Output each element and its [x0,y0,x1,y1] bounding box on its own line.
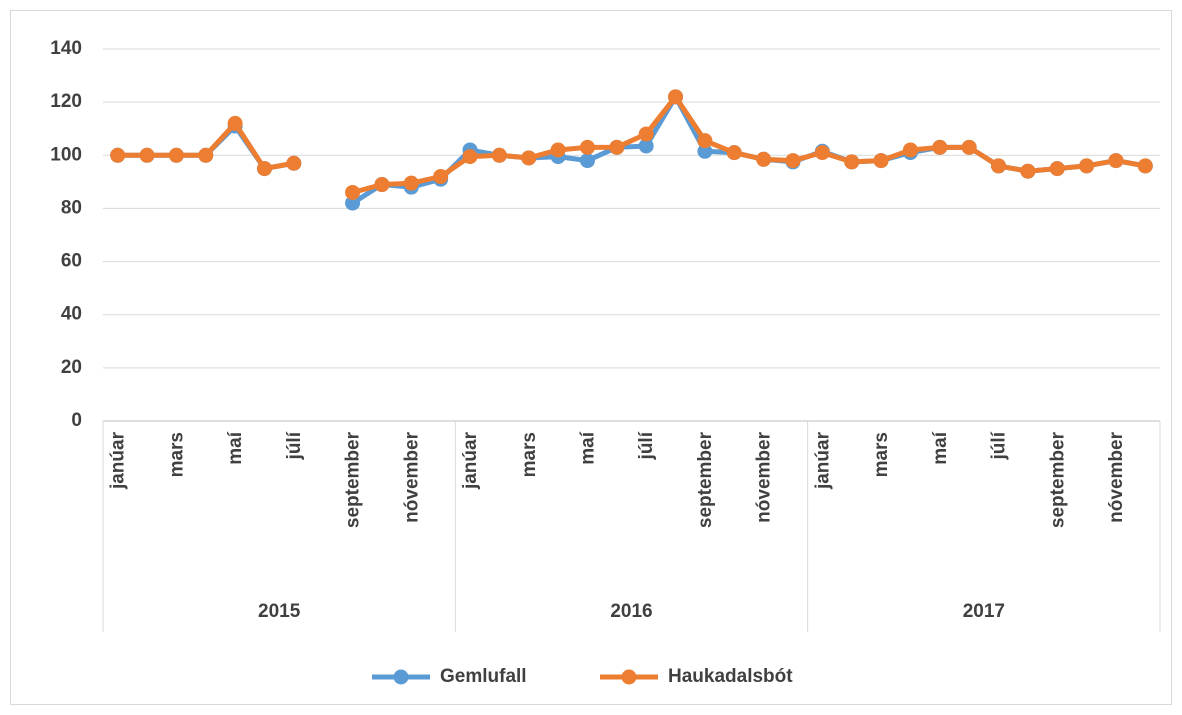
group-label: 2017 [963,601,1005,622]
x-tick-label: júlí [636,431,657,460]
x-tick-label: janúar [460,431,481,490]
data-point [550,142,566,158]
data-point [638,126,654,142]
y-tick-label: 40 [61,304,82,325]
data-point [932,139,948,155]
data-point [902,142,918,158]
data-point [756,151,772,167]
data-point [814,145,830,161]
legend-label: Haukadalsbót [668,666,793,687]
data-point [168,147,184,163]
data-point [844,154,860,170]
data-point [1108,153,1124,169]
x-tick-label: nóvember [1106,431,1127,522]
data-point [609,139,625,155]
data-point [638,138,654,154]
legend-label: Gemlufall [440,666,527,687]
x-tick-label: maí [930,431,951,464]
data-point [521,150,537,166]
y-tick-label: 0 [71,410,82,431]
group-label: 2016 [610,601,652,622]
data-point [374,177,390,193]
data-point [1137,158,1153,174]
x-tick-label: september [343,431,364,528]
data-point [491,147,507,163]
data-point [579,153,595,169]
data-point [345,195,361,211]
legend-marker [393,669,409,685]
data-point [1020,163,1036,179]
data-point [961,139,977,155]
x-tick-label: júlí [989,431,1010,460]
x-tick-label: janúar [812,431,833,490]
data-point [991,158,1007,174]
x-tick-label: júlí [284,431,305,460]
data-point [345,184,361,200]
data-point [433,169,449,185]
data-point [403,175,419,191]
data-point [198,147,214,163]
data-point [873,153,889,169]
data-point [139,147,155,163]
group-label: 2015 [258,601,301,622]
data-point [256,161,272,177]
data-point [1049,161,1065,177]
y-tick-label: 120 [50,91,82,112]
x-tick-label: nóvember [401,431,422,522]
x-tick-label: mars [166,432,187,477]
y-tick-label: 100 [50,144,82,165]
x-tick-label: mars [871,432,892,477]
x-tick-label: maí [577,431,598,464]
x-tick-label: september [695,431,716,528]
data-point [462,149,478,165]
x-tick-label: september [1047,431,1068,528]
data-point [785,153,801,169]
x-tick-label: janúar [108,431,129,490]
y-tick-label: 60 [61,251,82,272]
x-tick-label: maí [225,431,246,464]
x-tick-label: nóvember [754,431,775,522]
data-point [668,89,684,105]
data-point [697,143,713,159]
chart-border [10,10,1172,705]
data-point [286,155,302,171]
legend-marker [621,669,637,685]
data-point [697,133,713,149]
y-tick-label: 140 [50,38,82,59]
y-tick-label: 20 [61,357,82,378]
data-point [579,139,595,155]
data-point [1079,158,1095,174]
data-point [110,147,126,163]
x-tick-label: mars [519,432,540,477]
y-tick-label: 80 [61,197,82,218]
data-point [726,145,742,161]
data-point [227,115,243,131]
